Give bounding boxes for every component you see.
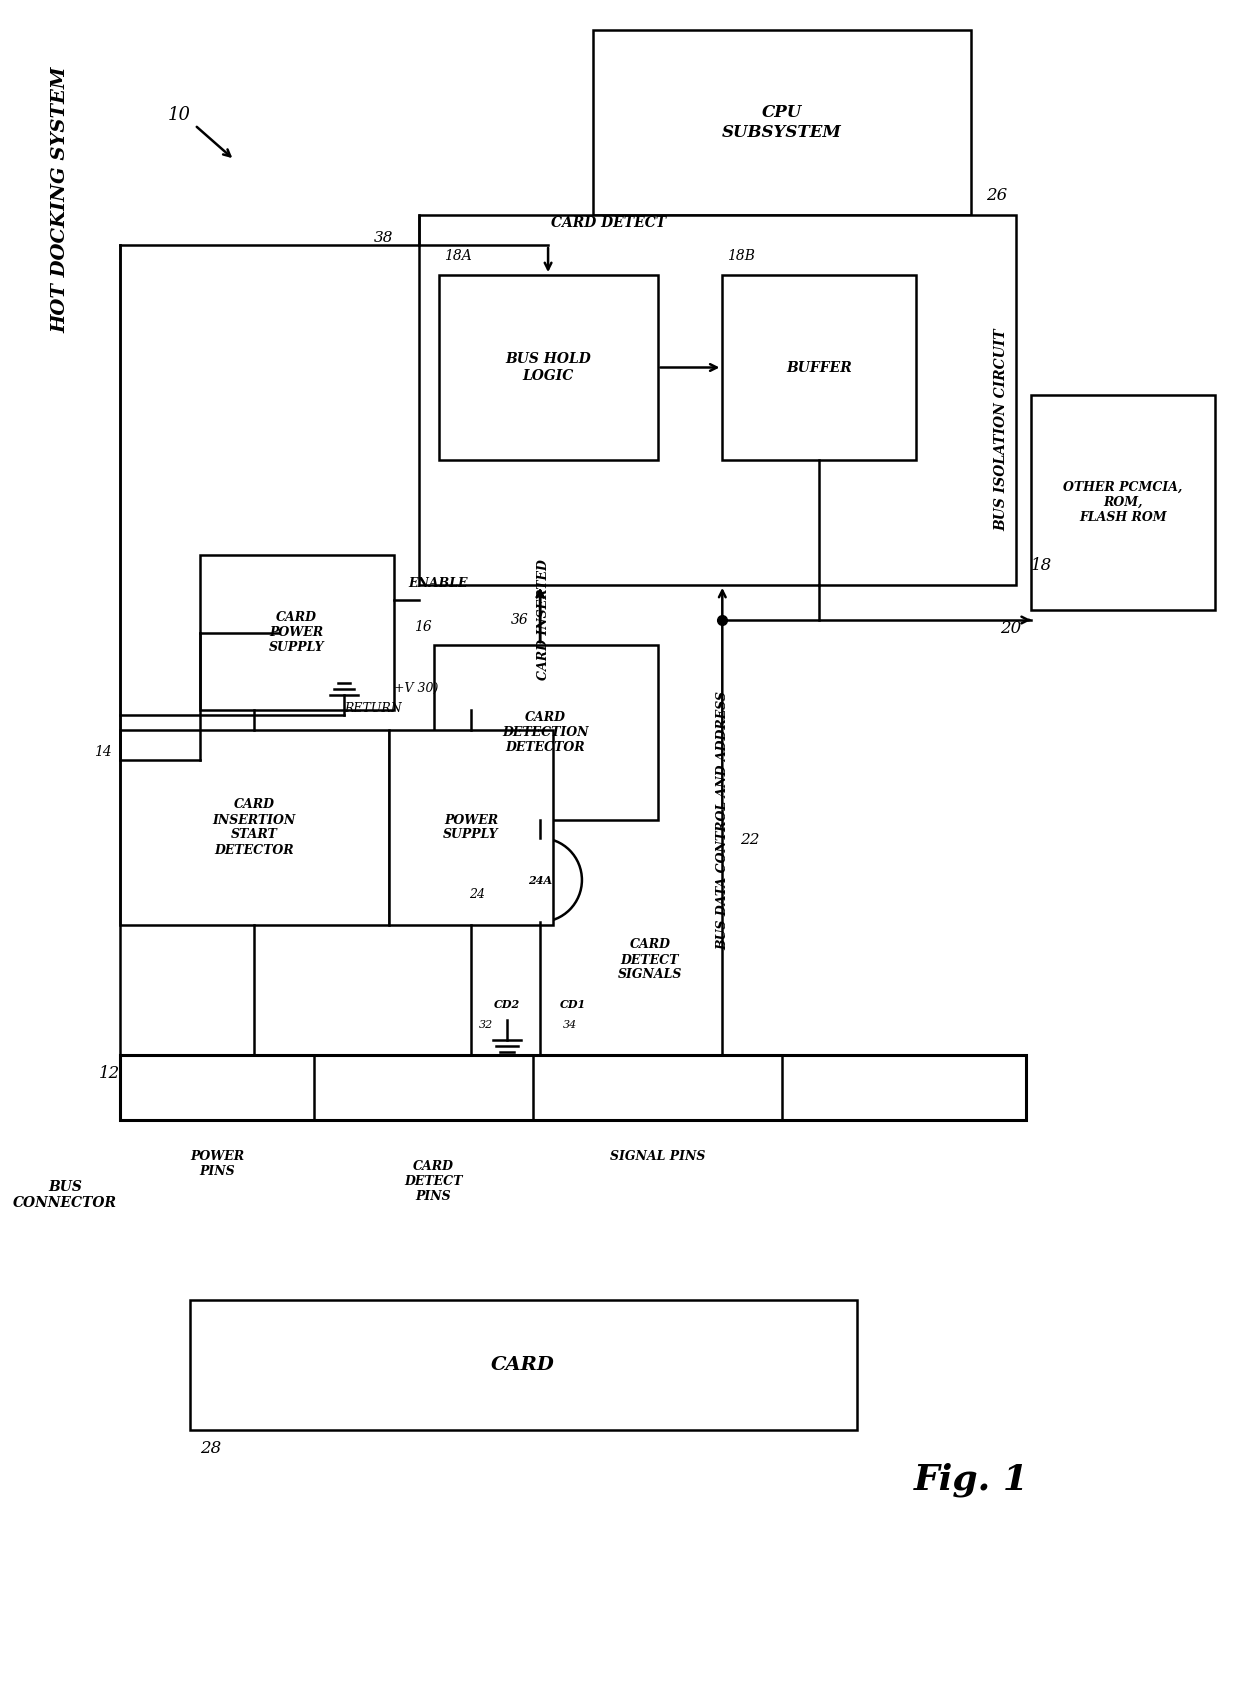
Text: BUS
CONNECTOR: BUS CONNECTOR: [14, 1180, 118, 1210]
Text: CARD
POWER
SUPPLY: CARD POWER SUPPLY: [269, 611, 325, 653]
Text: HOT DOCKING SYSTEM: HOT DOCKING SYSTEM: [51, 66, 69, 334]
Bar: [1030, 394, 1215, 609]
Text: 18: 18: [1030, 557, 1053, 574]
Text: +V 30): +V 30): [394, 682, 438, 696]
Bar: [593, 30, 971, 215]
Text: RETURN: RETURN: [343, 703, 402, 714]
Text: CARD INSERTED: CARD INSERTED: [537, 560, 549, 681]
Text: 20: 20: [999, 620, 1021, 637]
Bar: [419, 215, 1016, 586]
Text: Fig. 1: Fig. 1: [914, 1463, 1029, 1497]
Text: CARD
DETECTION
DETECTOR: CARD DETECTION DETECTOR: [502, 711, 589, 753]
Bar: [120, 1055, 1025, 1121]
Bar: [190, 1300, 857, 1431]
Text: 28: 28: [200, 1441, 221, 1458]
Bar: [389, 730, 553, 924]
Text: CPU
SUBSYSTEM: CPU SUBSYSTEM: [722, 105, 842, 141]
Text: 36: 36: [511, 613, 528, 626]
Text: BUS DATA CONTROL AND ADDRESS: BUS DATA CONTROL AND ADDRESS: [715, 691, 729, 950]
Text: BUFFER: BUFFER: [786, 361, 852, 374]
Text: 22: 22: [740, 833, 760, 846]
Text: 14: 14: [94, 745, 112, 758]
Text: 24A: 24A: [528, 875, 552, 885]
Bar: [434, 645, 657, 819]
Text: 12: 12: [99, 1065, 120, 1082]
Text: 26: 26: [986, 186, 1007, 203]
Text: BUS ISOLATION CIRCUIT: BUS ISOLATION CIRCUIT: [994, 328, 1008, 532]
Bar: [723, 274, 916, 460]
Text: CARD
INSERTION
START
DETECTOR: CARD INSERTION START DETECTOR: [213, 799, 296, 857]
Bar: [120, 730, 389, 924]
Bar: [200, 555, 394, 709]
Text: BUS HOLD
LOGIC: BUS HOLD LOGIC: [505, 352, 591, 383]
Text: SIGNAL PINS: SIGNAL PINS: [610, 1150, 706, 1163]
Text: CARD
DETECT
SIGNALS: CARD DETECT SIGNALS: [618, 938, 682, 982]
Text: CARD: CARD: [491, 1356, 556, 1375]
Text: 34: 34: [563, 1019, 578, 1029]
Text: POWER
SUPPLY: POWER SUPPLY: [443, 814, 498, 841]
Text: 38: 38: [374, 230, 394, 245]
Text: CD2: CD2: [494, 999, 521, 1011]
Text: 32: 32: [479, 1019, 494, 1029]
Text: OTHER PCMCIA,
ROM,
FLASH ROM: OTHER PCMCIA, ROM, FLASH ROM: [1064, 481, 1183, 525]
Text: 18B: 18B: [728, 249, 755, 262]
Bar: [439, 274, 657, 460]
Text: 24: 24: [470, 889, 485, 901]
Text: CARD DETECT: CARD DETECT: [551, 217, 666, 230]
Text: CARD
DETECT
PINS: CARD DETECT PINS: [404, 1160, 463, 1204]
Text: 16: 16: [414, 620, 432, 633]
Text: 18A: 18A: [444, 249, 471, 262]
Text: ENABLE: ENABLE: [409, 577, 469, 589]
Text: POWER
PINS: POWER PINS: [191, 1150, 244, 1178]
Text: CD1: CD1: [559, 999, 587, 1011]
Text: 10: 10: [169, 107, 191, 124]
